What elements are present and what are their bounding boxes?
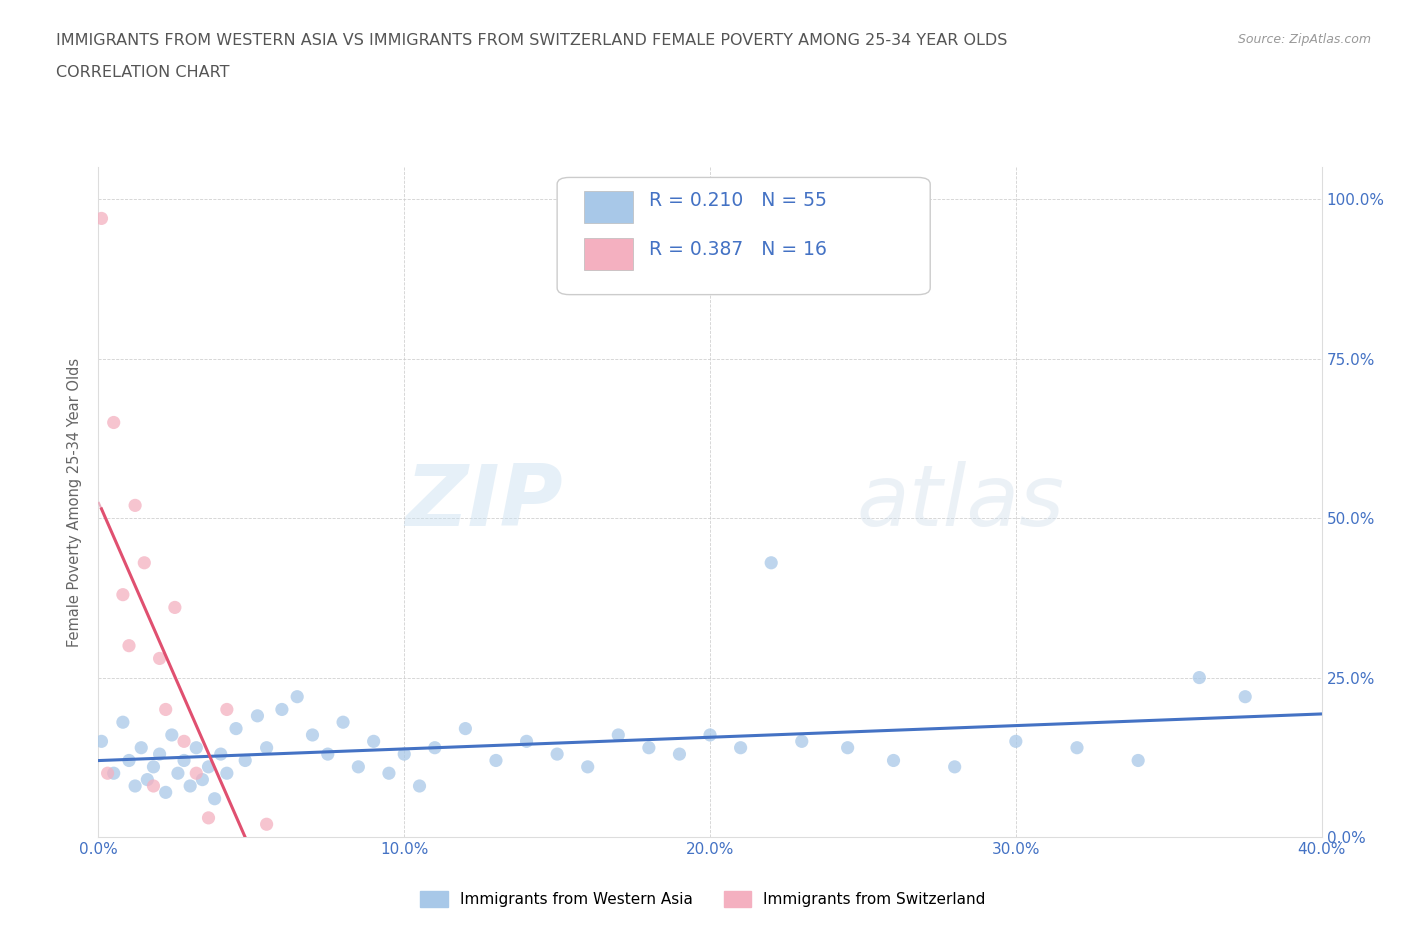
Point [124,498,146,512]
Point [142,778,165,793]
Text: ZIP: ZIP [405,460,564,544]
Point [233,753,256,768]
Point [837,740,859,755]
Point [167,765,190,780]
Point [215,702,238,717]
Point [392,747,416,762]
Text: Source: ZipAtlas.com: Source: ZipAtlas.com [1237,33,1371,46]
Text: IMMIGRANTS FROM WESTERN ASIA VS IMMIGRANTS FROM SWITZERLAND FEMALE POVERTY AMONG: IMMIGRANTS FROM WESTERN ASIA VS IMMIGRAN… [56,33,1008,47]
Point [186,765,208,780]
Point [759,555,782,570]
Point [186,740,208,755]
Point [118,638,141,653]
Point [111,715,134,730]
Point [155,785,177,800]
Point [256,817,278,831]
Point [316,747,339,762]
Point [197,810,219,825]
Point [163,600,186,615]
Point [215,765,238,780]
Point [270,702,292,717]
Point [943,760,966,775]
Point [103,415,125,430]
Point [103,765,125,780]
Point [111,587,134,602]
Point [607,727,630,742]
Point [129,740,152,755]
Point [225,721,247,736]
Point [1128,753,1150,768]
Y-axis label: Female Poverty Among 25-34 Year Olds: Female Poverty Among 25-34 Year Olds [67,358,83,646]
Point [160,727,183,742]
Point [90,211,112,226]
Point [191,772,214,787]
Point [332,715,354,730]
Point [423,740,446,755]
Text: R = 0.387   N = 16: R = 0.387 N = 16 [650,240,827,259]
Point [378,765,401,780]
Point [142,760,165,775]
FancyBboxPatch shape [583,191,633,223]
Point [485,753,508,768]
Point [1004,734,1026,749]
Point [285,689,308,704]
Point [363,734,385,749]
Point [1188,671,1211,685]
Point [149,651,172,666]
Point [347,760,370,775]
Point [97,765,120,780]
Legend: Immigrants from Western Asia, Immigrants from Switzerland: Immigrants from Western Asia, Immigrants… [415,884,991,913]
Point [546,747,568,762]
Point [1234,689,1257,704]
Point [730,740,752,755]
FancyBboxPatch shape [583,238,633,270]
Point [173,734,195,749]
Point [301,727,323,742]
Point [637,740,661,755]
Point [883,753,905,768]
Point [256,740,278,755]
Point [197,760,219,775]
FancyBboxPatch shape [557,178,931,295]
Point [246,709,269,724]
Point [576,760,599,775]
Point [209,747,232,762]
Point [149,747,172,762]
Text: R = 0.210   N = 55: R = 0.210 N = 55 [650,191,827,209]
Point [204,791,226,806]
Point [699,727,721,742]
Point [179,778,201,793]
Point [454,721,477,736]
Text: atlas: atlas [856,460,1064,544]
Point [124,778,146,793]
Point [1066,740,1088,755]
Point [155,702,177,717]
Point [134,555,156,570]
Point [90,734,112,749]
Point [516,734,538,749]
Point [790,734,813,749]
Point [408,778,430,793]
Point [136,772,159,787]
Point [173,753,195,768]
Point [118,753,141,768]
Text: CORRELATION CHART: CORRELATION CHART [56,65,229,80]
Point [668,747,690,762]
